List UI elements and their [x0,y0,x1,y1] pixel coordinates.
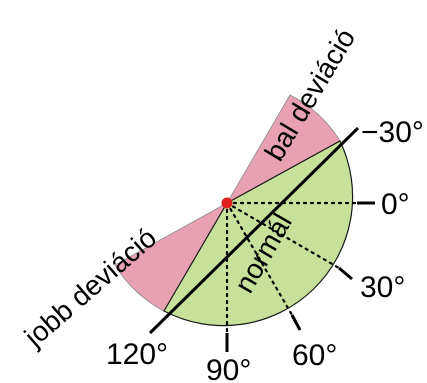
axis-60-dotted-line [225,201,294,317]
label-60: 60° [292,339,337,372]
axis-30-dotted-line [225,201,341,270]
label-30: 30° [360,271,405,304]
boundary-line [148,126,360,335]
tick-30 [338,266,353,281]
tick-60 [290,314,302,331]
label-minus-30: −30° [361,116,424,149]
label-90: 90° [206,354,251,383]
normal-axis-sector [163,140,354,327]
label-0: 0° [381,188,410,221]
label-120: 120° [106,338,168,371]
center-dot [221,197,233,209]
